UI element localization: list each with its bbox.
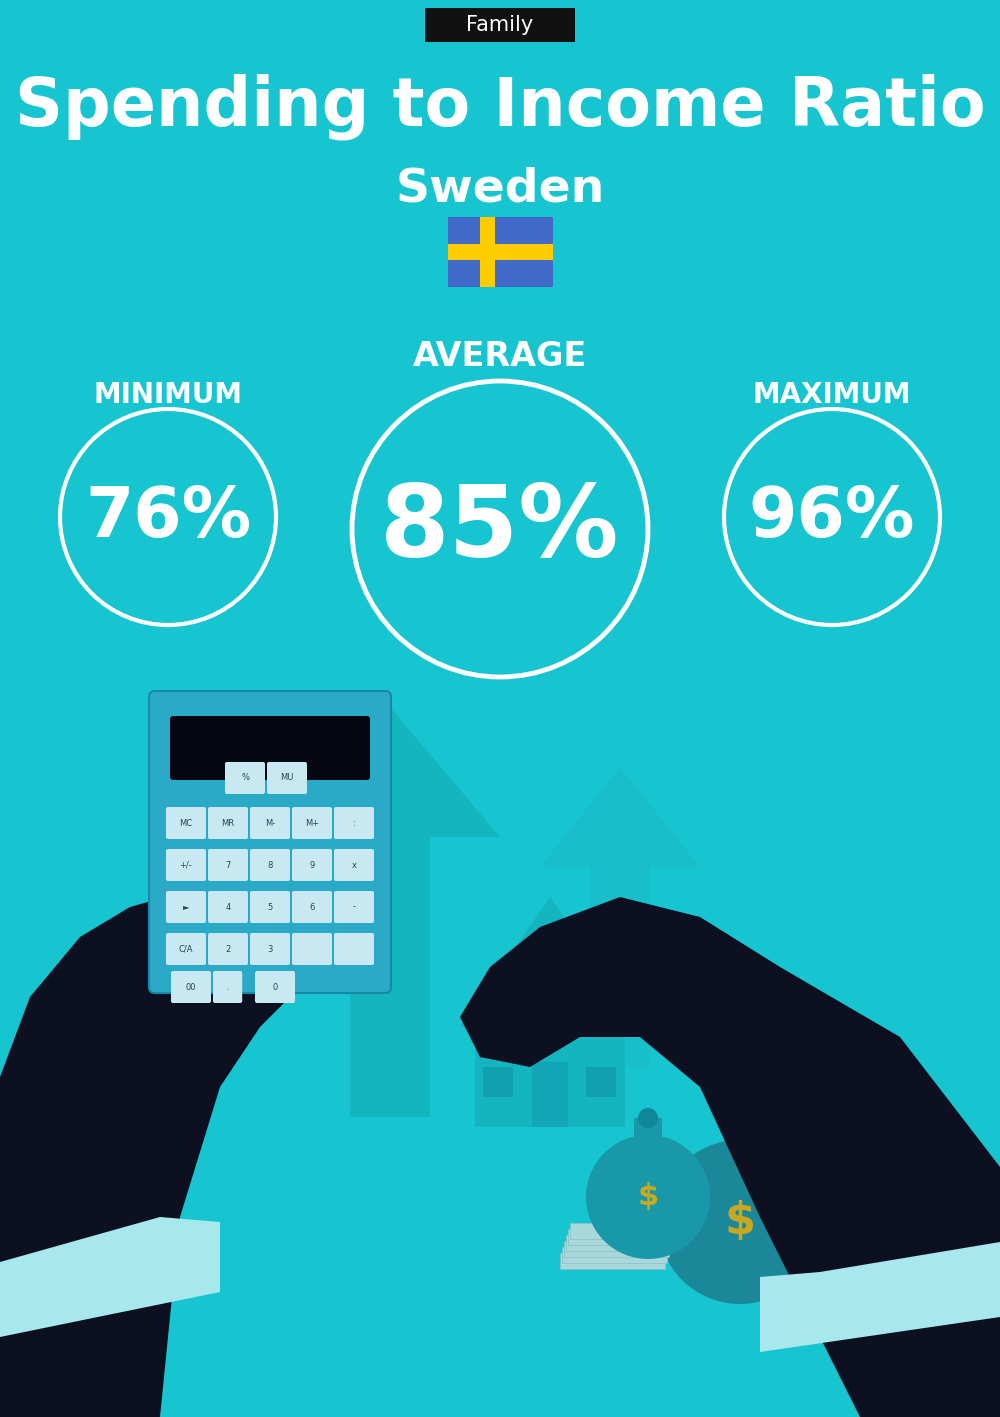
FancyBboxPatch shape <box>250 891 290 922</box>
Text: 00: 00 <box>186 982 196 992</box>
FancyBboxPatch shape <box>292 849 332 881</box>
FancyBboxPatch shape <box>292 932 332 965</box>
Bar <box>586 1067 616 1097</box>
FancyBboxPatch shape <box>166 808 206 839</box>
Bar <box>350 837 430 1117</box>
Text: 7: 7 <box>225 860 231 870</box>
Polygon shape <box>760 1241 1000 1352</box>
Polygon shape <box>540 767 700 867</box>
Text: $: $ <box>724 1200 756 1244</box>
FancyBboxPatch shape <box>334 849 374 881</box>
Bar <box>568 1229 673 1246</box>
FancyBboxPatch shape <box>166 849 206 881</box>
Text: 5: 5 <box>267 903 273 911</box>
FancyBboxPatch shape <box>208 932 248 965</box>
Bar <box>634 1118 662 1141</box>
Text: :: : <box>353 819 355 828</box>
FancyBboxPatch shape <box>267 762 307 794</box>
Text: +/-: +/- <box>180 860 192 870</box>
Bar <box>724 1119 756 1146</box>
Bar <box>566 1236 671 1251</box>
Text: MC: MC <box>179 819 193 828</box>
FancyBboxPatch shape <box>334 891 374 922</box>
Text: ►: ► <box>183 903 189 911</box>
Text: 85%: 85% <box>380 480 620 578</box>
FancyBboxPatch shape <box>208 849 248 881</box>
Text: AVERAGE: AVERAGE <box>413 340 587 374</box>
Bar <box>475 1027 625 1127</box>
FancyBboxPatch shape <box>255 971 295 1003</box>
Text: 4: 4 <box>225 903 231 911</box>
Text: 76%: 76% <box>85 483 251 550</box>
FancyBboxPatch shape <box>171 971 211 1003</box>
Text: Sweden: Sweden <box>395 167 605 211</box>
Bar <box>480 217 495 288</box>
Polygon shape <box>0 877 390 1417</box>
FancyBboxPatch shape <box>292 808 332 839</box>
FancyBboxPatch shape <box>208 808 248 839</box>
Bar <box>448 217 552 288</box>
Text: 6: 6 <box>309 903 315 911</box>
Text: .: . <box>226 982 229 992</box>
Text: M+: M+ <box>305 819 319 828</box>
FancyBboxPatch shape <box>225 762 265 794</box>
FancyBboxPatch shape <box>250 932 290 965</box>
Text: 2: 2 <box>225 945 231 954</box>
Polygon shape <box>460 897 640 1027</box>
Bar <box>564 1241 669 1257</box>
Text: 3: 3 <box>267 945 273 954</box>
Bar <box>448 244 552 259</box>
Text: x: x <box>352 860 356 870</box>
Text: %: % <box>241 774 249 782</box>
Circle shape <box>586 1135 710 1258</box>
Bar <box>590 867 650 1067</box>
FancyBboxPatch shape <box>250 808 290 839</box>
Bar <box>532 1061 568 1127</box>
Text: M-: M- <box>265 819 275 828</box>
FancyBboxPatch shape <box>208 891 248 922</box>
Bar <box>560 1253 665 1270</box>
Text: Family: Family <box>466 16 534 35</box>
FancyBboxPatch shape <box>149 691 391 993</box>
Text: Spending to Income Ratio: Spending to Income Ratio <box>15 74 985 140</box>
Bar <box>562 1247 667 1263</box>
Text: MINIMUM: MINIMUM <box>94 381 242 410</box>
Polygon shape <box>460 897 1000 1417</box>
Text: C/A: C/A <box>179 945 193 954</box>
Polygon shape <box>0 1217 220 1338</box>
Bar <box>600 989 616 1027</box>
Bar <box>483 1067 513 1097</box>
Circle shape <box>658 1141 822 1304</box>
Circle shape <box>638 1108 658 1128</box>
Text: -: - <box>352 903 356 911</box>
FancyBboxPatch shape <box>334 808 374 839</box>
FancyBboxPatch shape <box>425 9 575 43</box>
FancyBboxPatch shape <box>334 932 374 965</box>
Text: $: $ <box>637 1183 659 1212</box>
Text: 8: 8 <box>267 860 273 870</box>
FancyBboxPatch shape <box>166 891 206 922</box>
Circle shape <box>728 1108 752 1132</box>
FancyBboxPatch shape <box>170 716 370 779</box>
Text: MR: MR <box>221 819 235 828</box>
Polygon shape <box>280 707 500 837</box>
FancyBboxPatch shape <box>292 891 332 922</box>
Text: 96%: 96% <box>749 483 915 550</box>
Text: 0: 0 <box>272 982 278 992</box>
Text: MU: MU <box>280 774 294 782</box>
Bar <box>570 1223 675 1238</box>
Text: 9: 9 <box>309 860 315 870</box>
FancyBboxPatch shape <box>250 849 290 881</box>
FancyBboxPatch shape <box>166 932 206 965</box>
Text: MAXIMUM: MAXIMUM <box>753 381 911 410</box>
FancyBboxPatch shape <box>213 971 242 1003</box>
